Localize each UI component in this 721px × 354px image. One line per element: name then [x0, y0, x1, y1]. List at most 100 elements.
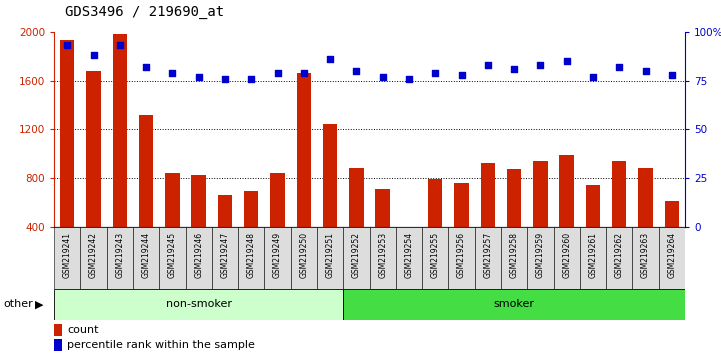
- Point: [403, 76, 415, 81]
- FancyBboxPatch shape: [159, 227, 185, 289]
- FancyBboxPatch shape: [291, 227, 317, 289]
- Point: [508, 66, 520, 72]
- Bar: [559, 155, 574, 275]
- Text: GSM219245: GSM219245: [168, 232, 177, 278]
- Text: GSM219242: GSM219242: [89, 232, 98, 278]
- Text: GSM219251: GSM219251: [326, 232, 335, 278]
- FancyBboxPatch shape: [343, 227, 369, 289]
- Bar: [428, 179, 443, 275]
- Text: GSM219241: GSM219241: [63, 232, 71, 278]
- Bar: [585, 185, 600, 275]
- FancyBboxPatch shape: [632, 227, 659, 289]
- Text: GSM219254: GSM219254: [404, 232, 413, 278]
- Point: [193, 74, 205, 80]
- Text: ▶: ▶: [35, 299, 43, 309]
- Text: GSM219243: GSM219243: [115, 232, 124, 278]
- Bar: [481, 163, 495, 275]
- FancyBboxPatch shape: [474, 227, 501, 289]
- Text: GSM219259: GSM219259: [536, 232, 545, 278]
- Bar: [349, 168, 363, 275]
- FancyBboxPatch shape: [369, 227, 396, 289]
- Text: GSM219263: GSM219263: [641, 232, 650, 278]
- FancyBboxPatch shape: [133, 227, 159, 289]
- Point: [350, 68, 362, 74]
- Text: GSM219244: GSM219244: [141, 232, 151, 278]
- Bar: [638, 168, 653, 275]
- Bar: [244, 191, 258, 275]
- Point: [61, 43, 73, 48]
- FancyBboxPatch shape: [317, 227, 343, 289]
- Bar: [165, 173, 180, 275]
- Point: [640, 68, 651, 74]
- FancyBboxPatch shape: [54, 289, 343, 320]
- Point: [245, 76, 257, 81]
- Text: GSM219256: GSM219256: [457, 232, 466, 278]
- Bar: [507, 169, 521, 275]
- FancyBboxPatch shape: [265, 227, 291, 289]
- FancyBboxPatch shape: [501, 227, 527, 289]
- FancyBboxPatch shape: [527, 227, 554, 289]
- Bar: [533, 161, 548, 275]
- FancyBboxPatch shape: [54, 227, 80, 289]
- Text: smoker: smoker: [494, 299, 534, 309]
- FancyBboxPatch shape: [212, 227, 238, 289]
- Text: GSM219249: GSM219249: [273, 232, 282, 278]
- Text: GSM219262: GSM219262: [615, 232, 624, 278]
- Bar: [191, 176, 206, 275]
- FancyBboxPatch shape: [554, 227, 580, 289]
- Point: [456, 72, 467, 78]
- Bar: [270, 173, 285, 275]
- Text: GSM219258: GSM219258: [510, 232, 518, 278]
- FancyBboxPatch shape: [580, 227, 606, 289]
- Point: [141, 64, 152, 70]
- Point: [534, 62, 546, 68]
- Text: count: count: [67, 325, 99, 335]
- Point: [219, 76, 231, 81]
- Bar: [323, 124, 337, 275]
- Text: GSM219248: GSM219248: [247, 232, 256, 278]
- Text: GSM219246: GSM219246: [194, 232, 203, 278]
- Bar: [665, 201, 679, 275]
- Point: [298, 70, 309, 76]
- FancyBboxPatch shape: [185, 227, 212, 289]
- Point: [272, 70, 283, 76]
- Point: [666, 72, 678, 78]
- Text: GSM219247: GSM219247: [221, 232, 229, 278]
- Point: [482, 62, 494, 68]
- FancyBboxPatch shape: [606, 227, 632, 289]
- FancyBboxPatch shape: [107, 227, 133, 289]
- Point: [88, 52, 99, 58]
- Bar: [296, 73, 311, 275]
- Bar: [54, 324, 62, 336]
- Text: GSM219264: GSM219264: [668, 232, 676, 278]
- Text: other: other: [4, 299, 33, 309]
- Text: GSM219250: GSM219250: [299, 232, 309, 278]
- Text: GSM219253: GSM219253: [378, 232, 387, 278]
- Text: percentile rank within the sample: percentile rank within the sample: [67, 340, 255, 350]
- Point: [167, 70, 178, 76]
- Text: GSM219252: GSM219252: [352, 232, 361, 278]
- Bar: [54, 339, 62, 351]
- Point: [377, 74, 389, 80]
- Text: GSM219255: GSM219255: [430, 232, 440, 278]
- FancyBboxPatch shape: [448, 227, 474, 289]
- Bar: [454, 183, 469, 275]
- Point: [430, 70, 441, 76]
- Bar: [376, 189, 390, 275]
- Point: [614, 64, 625, 70]
- Point: [114, 43, 125, 48]
- Text: GSM219257: GSM219257: [483, 232, 492, 278]
- Text: GSM219260: GSM219260: [562, 232, 571, 278]
- Text: GSM219261: GSM219261: [588, 232, 598, 278]
- Bar: [612, 161, 627, 275]
- Bar: [60, 40, 74, 275]
- FancyBboxPatch shape: [80, 227, 107, 289]
- Bar: [218, 195, 232, 275]
- FancyBboxPatch shape: [659, 227, 685, 289]
- Point: [561, 58, 572, 64]
- Text: non-smoker: non-smoker: [166, 299, 231, 309]
- Bar: [139, 115, 154, 275]
- Point: [587, 74, 598, 80]
- Text: GDS3496 / 219690_at: GDS3496 / 219690_at: [65, 5, 224, 19]
- FancyBboxPatch shape: [343, 289, 685, 320]
